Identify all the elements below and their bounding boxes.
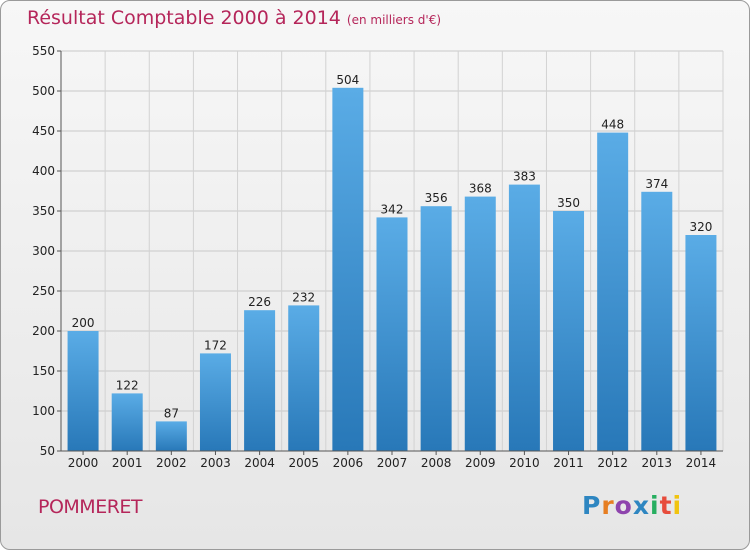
- x-tick-label-2001: 2001: [112, 456, 143, 470]
- bar-2005: [288, 305, 320, 451]
- x-tick-label-2002: 2002: [156, 456, 187, 470]
- bar-2003: [199, 353, 231, 451]
- y-tick-label: 250: [32, 284, 55, 298]
- logo-letter: P: [582, 491, 602, 520]
- bar-2001: [111, 393, 143, 451]
- x-tick-label-2000: 2000: [68, 456, 99, 470]
- bar-2004: [244, 310, 276, 451]
- y-tick-label: 150: [32, 364, 55, 378]
- value-label-2003: 172: [204, 338, 227, 352]
- proxiti-logo: Proxiti: [582, 491, 682, 520]
- x-tick-label-2014: 2014: [686, 456, 717, 470]
- chart-title-text: Résultat Comptable 2000 à 2014: [27, 7, 341, 29]
- x-tick-label-2012: 2012: [597, 456, 628, 470]
- x-tick-label-2011: 2011: [553, 456, 584, 470]
- bar-2008: [420, 206, 452, 451]
- bar-2009: [464, 196, 496, 451]
- x-tick-label-2008: 2008: [421, 456, 452, 470]
- commune-name: POMMERET: [38, 496, 143, 518]
- value-label-2007: 342: [381, 202, 404, 216]
- value-label-2004: 226: [248, 295, 271, 309]
- y-tick-label: 550: [32, 44, 55, 58]
- bar-2014: [685, 235, 717, 451]
- bar-2013: [641, 191, 673, 452]
- chart-unit-label: (en milliers d'€): [346, 13, 442, 27]
- bar-2012: [597, 132, 629, 451]
- x-tick-label-2003: 2003: [200, 456, 231, 470]
- bar-2011: [553, 211, 585, 451]
- y-tick-label: 100: [32, 404, 55, 418]
- x-tick-label-2007: 2007: [377, 456, 408, 470]
- value-label-2005: 232: [292, 290, 315, 304]
- value-label-2014: 320: [689, 220, 712, 234]
- logo-letter: o: [614, 491, 633, 520]
- value-label-2011: 350: [557, 196, 580, 210]
- y-tick-label: 350: [32, 204, 55, 218]
- bar-2010: [508, 184, 540, 451]
- logo-letter: x: [632, 491, 650, 520]
- y-tick-label: 50: [40, 444, 55, 458]
- x-tick-label-2009: 2009: [465, 456, 496, 470]
- value-label-2001: 122: [116, 378, 139, 392]
- y-tick-label: 200: [32, 324, 55, 338]
- value-label-2008: 356: [425, 191, 448, 205]
- value-label-2010: 383: [513, 170, 536, 184]
- logo-letter: t: [659, 491, 673, 520]
- x-tick-label-2004: 2004: [244, 456, 275, 470]
- bar-2007: [376, 217, 408, 451]
- bar-2006: [332, 87, 364, 452]
- y-tick-label: 500: [32, 84, 55, 98]
- chart-title: Résultat Comptable 2000 à 2014 (en millie…: [27, 7, 441, 29]
- x-tick-label-2005: 2005: [288, 456, 319, 470]
- value-label-2013: 374: [645, 177, 668, 191]
- logo-letter: r: [601, 491, 615, 520]
- value-label-2009: 368: [469, 182, 492, 196]
- y-tick-label: 450: [32, 124, 55, 138]
- x-tick-label-2006: 2006: [333, 456, 364, 470]
- logo-letter: i: [672, 491, 683, 520]
- y-tick-label: 300: [32, 244, 55, 258]
- value-label-2006: 504: [336, 73, 359, 87]
- value-label-2000: 200: [72, 316, 95, 330]
- bar-2000: [67, 331, 99, 451]
- value-label-2012: 448: [601, 118, 624, 132]
- x-tick-label-2013: 2013: [642, 456, 673, 470]
- y-tick-label: 400: [32, 164, 55, 178]
- value-label-2002: 87: [164, 406, 179, 420]
- x-tick-label-2010: 2010: [509, 456, 540, 470]
- logo-letter: i: [650, 491, 660, 520]
- bar-2002: [155, 421, 187, 451]
